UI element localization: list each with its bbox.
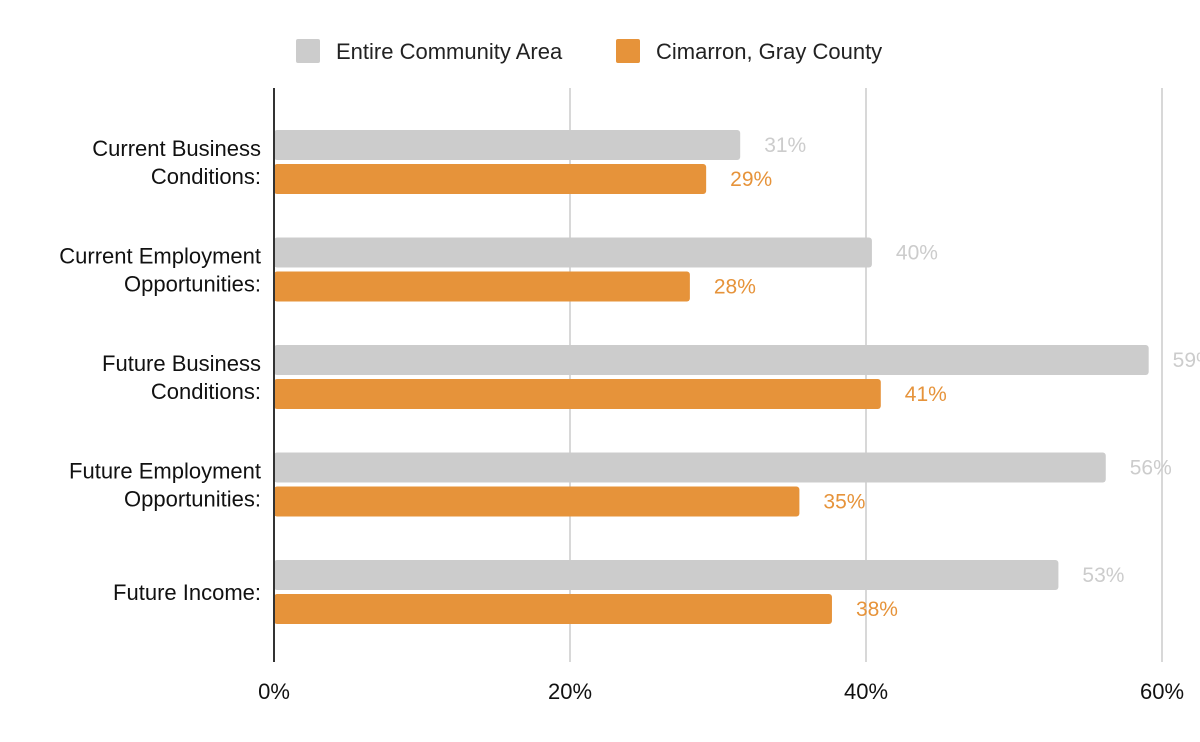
legend-label: Entire Community Area	[336, 39, 563, 64]
category-label: Future Employment Opportunities:	[69, 459, 261, 512]
category-label-line: Conditions:	[151, 379, 261, 404]
bar-entire-community-0	[274, 130, 741, 160]
bar-cimarron-2	[274, 379, 881, 409]
bar-cimarron-4	[274, 594, 832, 624]
category-label-line: Opportunities:	[124, 487, 261, 512]
data-label: 56%	[1130, 457, 1172, 480]
bars	[274, 130, 1149, 624]
bar-entire-community-3	[274, 452, 1106, 483]
category-label: Future Income:	[113, 580, 261, 605]
data-label: 40%	[896, 242, 938, 265]
x-tick-label: 0%	[258, 679, 290, 704]
data-label: 29%	[730, 168, 772, 191]
category-label-line: Future Business	[102, 351, 261, 376]
data-label: 41%	[905, 383, 947, 406]
data-label: 28%	[714, 276, 756, 299]
category-label: Future Business Conditions:	[102, 351, 261, 404]
x-tick-label: 20%	[548, 679, 592, 704]
legend: Entire Community Area Cimarron, Gray Coun…	[296, 39, 882, 64]
data-label: 31%	[764, 134, 806, 157]
bar-cimarron-3	[274, 486, 800, 517]
bar-cimarron-0	[274, 164, 707, 194]
x-tick-label: 60%	[1140, 679, 1184, 704]
legend-swatch	[296, 39, 320, 63]
data-label: 35%	[823, 491, 865, 514]
category-label-line: Opportunities:	[124, 272, 261, 297]
category-label-line: Conditions:	[151, 164, 261, 189]
data-label: 38%	[856, 598, 898, 621]
axes: 0% 20% 40% 60%Current Business Conditions:Cu…	[59, 88, 1184, 704]
bar-entire-community-2	[274, 345, 1149, 375]
category-label-line: Current Business	[92, 136, 261, 161]
data-labels: 31% 29% 40% 28% 59% 41% 56% 35% 53% 38%	[714, 134, 1200, 621]
x-tick-label: 40%	[844, 679, 888, 704]
data-label: 53%	[1082, 564, 1124, 587]
category-label: Current Employment Opportunities:	[59, 244, 261, 297]
data-label: 59%	[1173, 349, 1200, 372]
legend-swatch	[616, 39, 640, 63]
bar-entire-community-1	[274, 237, 872, 268]
category-label-line: Future Employment	[69, 459, 261, 484]
category-label: Current Business Conditions:	[92, 136, 261, 189]
legend-label: Cimarron, Gray County	[656, 39, 882, 64]
category-label-line: Future Income:	[113, 580, 261, 605]
bar-cimarron-1	[274, 271, 690, 302]
bar-entire-community-4	[274, 560, 1059, 590]
category-label-line: Current Employment	[59, 244, 261, 269]
